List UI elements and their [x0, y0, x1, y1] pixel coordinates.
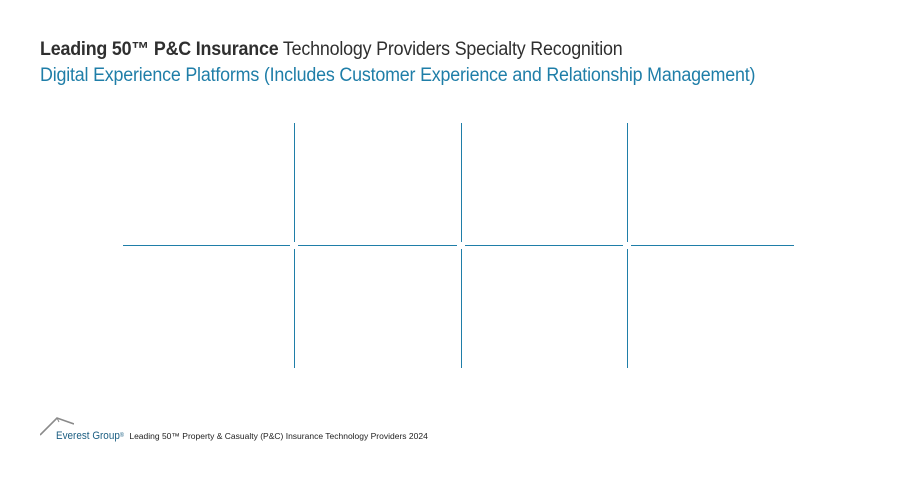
page-subtitle: Digital Experience Platforms (Includes C… — [40, 65, 756, 86]
logo-text: Everest Group® — [56, 430, 124, 442]
everest-group-logo: Everest Group® — [40, 416, 131, 442]
footer: Everest Group® Leading 50™ Property & Ca… — [40, 416, 428, 442]
title-bold: Leading 50™ P&C Insurance — [40, 39, 279, 60]
logo-name: Everest Group — [56, 430, 120, 442]
page-title: Leading 50™ P&C Insurance Technology Pro… — [40, 38, 623, 62]
footer-report-title: Leading 50™ Property & Casualty (P&C) In… — [129, 431, 428, 441]
logo-registered-mark: ® — [119, 433, 124, 439]
everest-peak-icon — [40, 417, 74, 436]
title-rest: Technology Providers Specialty Recogniti… — [282, 39, 623, 60]
